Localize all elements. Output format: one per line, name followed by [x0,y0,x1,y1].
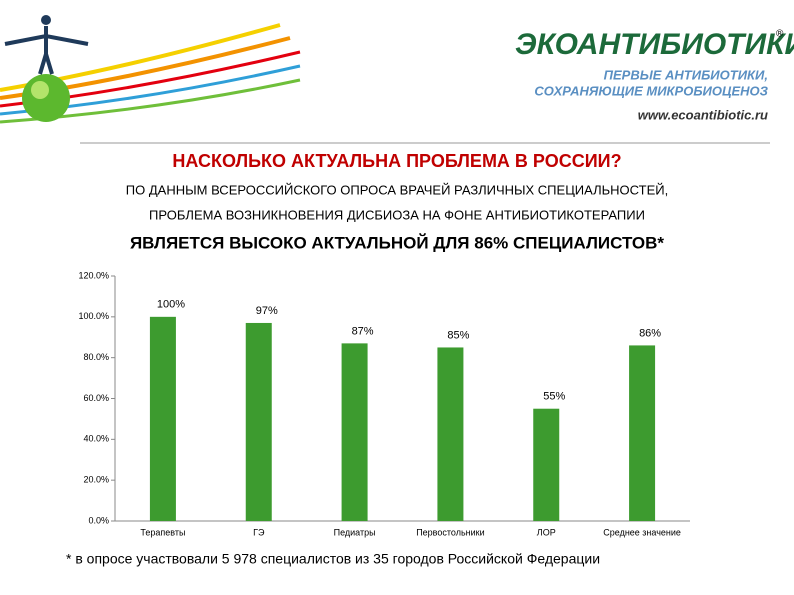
logo: ЭКОАНТИБИОТИКИ [515,28,794,61]
value-label: 55% [543,391,565,403]
value-label: 97% [256,305,278,317]
logo-mark: ® [776,29,784,40]
bar [149,316,176,521]
bar [245,322,272,521]
y-tick-label: 100.0% [78,311,109,321]
x-tick-label: ЛОР [537,527,556,537]
chart-title: НАСКОЛЬКО АКТУАЛЬНА ПРОБЛЕМА В РОССИИ? [172,151,621,171]
subtitle: ПО ДАННЫМ ВСЕРОССИЙСКОГО ОПРОСА ВРАЧЕЙ Р… [126,182,668,197]
footnote: * в опросе участвовали 5 978 специалисто… [66,551,600,567]
tagline: ПЕРВЫЕ АНТИБИОТИКИ, [604,67,768,82]
x-tick-label: Первостольники [416,527,484,537]
subtitle: ПРОБЛЕМА ВОЗНИКНОВЕНИЯ ДИСБИОЗА НА ФОНЕ … [149,207,645,222]
y-tick-label: 0.0% [88,515,109,525]
x-tick-label: ГЭ [253,527,265,537]
value-label: 85% [447,329,469,341]
value-label: 100% [157,299,185,311]
bar [629,345,656,521]
url: www.ecoantibiotic.ru [638,107,768,122]
decor [0,15,301,124]
x-tick-label: Среднее значение [603,527,681,537]
value-label: 87% [352,325,374,337]
tagline: СОХРАНЯЮЩИЕ МИКРОБИОЦЕНОЗ [534,83,768,98]
bar [437,347,464,521]
value-label: 86% [639,327,661,339]
bar [341,343,368,521]
y-tick-label: 120.0% [78,270,109,280]
y-tick-label: 80.0% [83,352,109,362]
y-tick-label: 40.0% [83,434,109,444]
x-tick-label: Терапевты [140,527,185,537]
y-tick-label: 60.0% [83,393,109,403]
y-tick-label: 20.0% [83,475,109,485]
bar [533,408,560,521]
x-tick-label: Педиатры [334,527,376,537]
headline: ЯВЛЯЕТСЯ ВЫСОКО АКТУАЛЬНОЙ ДЛЯ 86% СПЕЦИ… [130,233,664,252]
